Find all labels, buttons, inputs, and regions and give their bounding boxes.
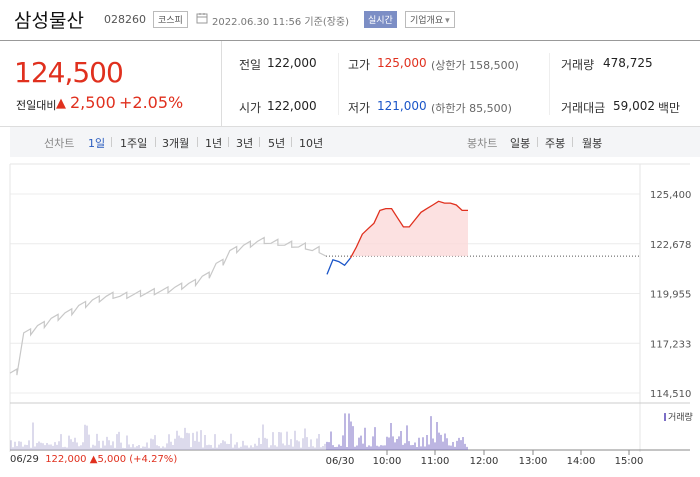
calendar-icon: [196, 13, 208, 24]
volume-legend-swatch: [664, 413, 666, 421]
prev-day-close: 122,000: [45, 454, 87, 465]
price-change-pct: +2.05%: [119, 93, 184, 112]
open-value: 122,000: [267, 99, 317, 113]
change-label: 전일대비: [16, 99, 57, 112]
x-tick-label: 10:00: [373, 456, 402, 467]
quote-datetime: 2022.06.30 11:56 기준(장중): [212, 17, 350, 28]
market-badge: 코스피: [153, 11, 188, 28]
divider: [338, 53, 339, 115]
lower-limit: (하한가 85,500): [431, 102, 512, 115]
period-toolbar: 선차트 1일 1주일 3개월 1년 3년 5년 10년 봉차트 일봉 주봉 월봉: [10, 127, 700, 157]
candle-chart-title: 봉차트: [467, 137, 498, 150]
volume-label: 거래량: [561, 58, 595, 72]
y-tick-label: 114,510: [650, 389, 691, 400]
chart-grid: [9, 163, 690, 455]
divider: [259, 137, 260, 147]
divider: [291, 137, 292, 147]
volume-legend-text: 거래량: [668, 413, 693, 423]
divider: [111, 137, 112, 147]
divider: [572, 137, 573, 147]
today-up-fill: [327, 201, 468, 257]
prev-day-change-pct: (+4.27%): [129, 454, 178, 465]
high-value: 125,000: [377, 56, 427, 70]
y-axis-labels: 125,400 122,678 119,955 117,233 114,510: [650, 190, 691, 400]
period-1y[interactable]: 1년: [205, 137, 223, 150]
divider: [197, 137, 198, 147]
period-3m[interactable]: 3개월: [162, 137, 190, 150]
prev-close-value: 122,000: [267, 56, 317, 70]
x-tick-label: 14:00: [567, 456, 596, 467]
stock-name[interactable]: 삼성물산: [14, 10, 84, 32]
open-label: 시가: [239, 101, 262, 115]
fill-layer: [327, 201, 468, 257]
low-value: 121,000: [377, 99, 427, 113]
price-summary: 124,500 전일대비 ▲ 2,500 +2.05% 전일 122,000 시…: [0, 40, 700, 127]
volume-legend: 거래량: [664, 410, 693, 423]
candle-daily[interactable]: 일봉: [510, 137, 531, 150]
stock-header: 삼성물산 028260 코스피 2022.06.30 11:56 기준(장중) …: [0, 0, 700, 40]
price-change: 2,500: [70, 93, 116, 112]
x-axis-labels: 06/30 10:00 11:00 12:00 13:00 14:00 15:00: [326, 456, 644, 467]
stock-code: 028260: [104, 13, 146, 26]
y-tick-label: 125,400: [650, 190, 691, 201]
y-tick-label: 119,955: [650, 290, 691, 301]
current-price: 124,500: [14, 56, 124, 89]
y-tick-label: 117,233: [650, 339, 691, 350]
high-label: 고가: [348, 58, 371, 72]
prev-day-summary: 06/29 122,000 ▲5,000 (+4.27%): [10, 454, 177, 465]
volume-bars: [10, 413, 468, 450]
divider: [155, 137, 156, 147]
amount-value: 59,002: [613, 99, 655, 113]
x-tick-label: 11:00: [421, 456, 450, 467]
company-info-label: 기업개요: [410, 16, 444, 26]
period-1d[interactable]: 1일: [88, 137, 106, 150]
prev-close-label: 전일: [239, 58, 262, 72]
divider: [537, 137, 538, 147]
low-label: 저가: [348, 101, 371, 115]
today-up-line: [349, 200, 468, 259]
period-3y[interactable]: 3년: [236, 137, 254, 150]
candle-weekly[interactable]: 주봉: [545, 137, 566, 150]
company-info-dropdown[interactable]: 기업개요 ▾: [405, 11, 455, 28]
prev-day-date: 06/29: [10, 454, 39, 465]
volume-value: 478,725: [603, 56, 653, 70]
prev-day-change: 5,000: [97, 454, 127, 465]
line-chart-title: 선차트: [44, 137, 75, 150]
x-tick-label: 15:00: [615, 456, 644, 467]
today-down-line: [326, 257, 352, 275]
realtime-badge: 실시간: [364, 11, 397, 28]
period-5y[interactable]: 5년: [268, 137, 286, 150]
price-chart[interactable]: 125,400 122,678 119,955 117,233 114,510 06/3…: [0, 157, 700, 477]
candle-monthly[interactable]: 월봉: [582, 137, 603, 150]
upper-limit: (상한가 158,500): [431, 59, 519, 72]
x-tick-label: 12:00: [470, 456, 499, 467]
x-tick-label: 06/30: [326, 456, 355, 467]
prev-day-line: [9, 236, 327, 376]
period-10y[interactable]: 10년: [299, 137, 324, 150]
x-tick-label: 13:00: [519, 456, 548, 467]
line-layer: [9, 200, 468, 376]
divider: [221, 41, 222, 127]
up-triangle-icon: ▲: [56, 96, 66, 111]
up-triangle-icon: ▲: [89, 454, 98, 465]
divider: [228, 137, 229, 147]
divider: [549, 53, 550, 115]
amount-unit: 백만: [658, 101, 681, 115]
period-1w[interactable]: 1주일: [120, 137, 148, 150]
y-tick-label: 122,678: [650, 240, 691, 251]
amount-label: 거래대금: [561, 101, 606, 115]
chevron-down-icon: ▾: [445, 16, 450, 26]
